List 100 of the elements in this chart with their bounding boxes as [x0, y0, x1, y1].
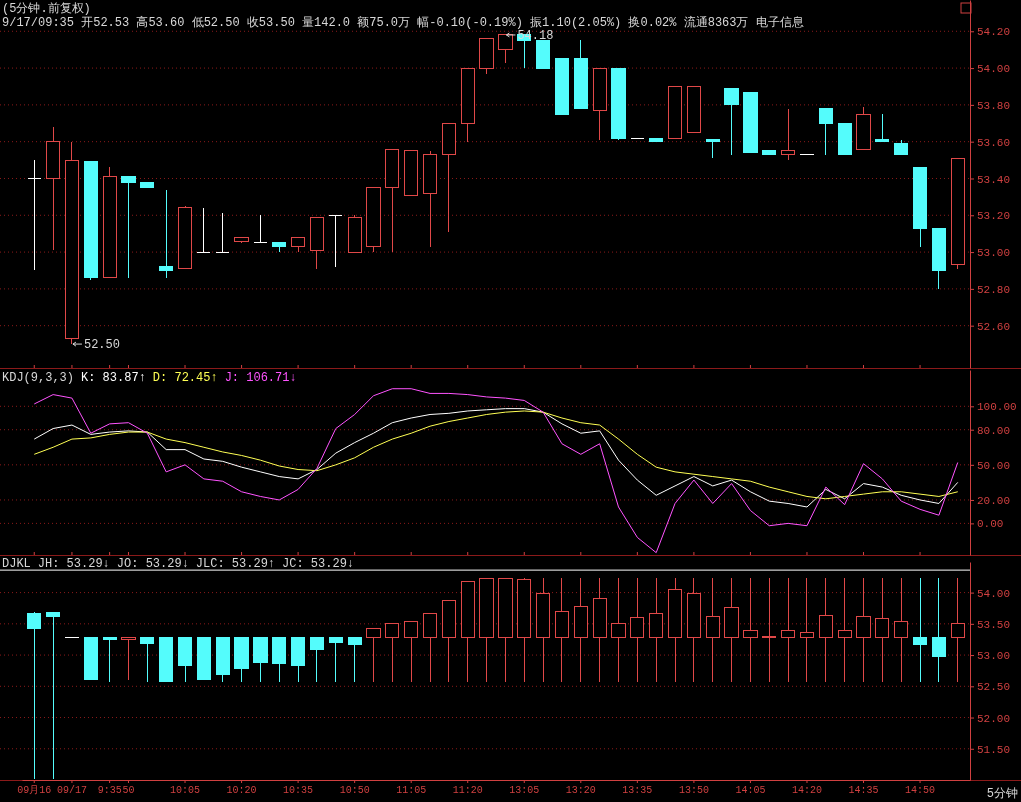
chart-title: (5分钟.前复权) — [2, 2, 91, 16]
candlestick — [347, 214, 362, 253]
candlestick — [818, 577, 833, 683]
candlestick — [837, 577, 852, 683]
candlestick — [705, 577, 720, 683]
y-tick-label: 53.60 — [977, 136, 1011, 149]
candlestick — [272, 242, 287, 253]
candlestick — [385, 623, 400, 683]
candlestick — [291, 637, 306, 683]
x-tick-label: 14:50 — [905, 785, 936, 797]
x-tick-label: 10:35 — [283, 785, 314, 797]
candlestick — [366, 187, 381, 253]
candlestick — [140, 181, 155, 189]
candlestick — [366, 627, 381, 683]
candlestick — [950, 577, 965, 683]
x-tick-label: 14:20 — [791, 785, 822, 797]
x-tick-label: 13:35 — [622, 785, 653, 797]
candlestick — [743, 577, 758, 683]
annotation: JC: 53.29↓ — [282, 557, 355, 571]
y-tick-label: 54.20 — [977, 26, 1011, 39]
candlestick — [875, 577, 890, 683]
x-tick-label: 09/17 — [56, 785, 87, 797]
candlestick — [724, 577, 739, 683]
candlestick — [46, 612, 61, 780]
x-tick-label: 11:20 — [452, 785, 483, 797]
candlestick — [799, 577, 815, 683]
chart-title: KDJ(9,3,3) — [2, 371, 75, 385]
candlestick — [102, 166, 117, 279]
candlestick — [912, 166, 928, 248]
candlestick — [460, 67, 475, 143]
candlestick — [554, 577, 570, 683]
candlestick — [309, 216, 325, 270]
candlestick — [818, 108, 833, 156]
candlestick — [27, 159, 42, 271]
x-tick-label: 13:05 — [509, 785, 540, 797]
text: D: 72.45↑ — [152, 371, 218, 385]
y-tick-label: 51.50 — [977, 743, 1011, 756]
candlestick — [159, 189, 174, 279]
candlestick — [159, 637, 174, 682]
x-tick-label: 13:50 — [678, 785, 709, 797]
annotation: JO: 53.29↓ — [116, 557, 189, 571]
x-tick-label: 14:05 — [735, 785, 766, 797]
candlestick — [762, 577, 777, 683]
candlestick — [912, 577, 928, 683]
text: J: 106.71↓ — [224, 371, 297, 385]
candlestick — [837, 122, 852, 156]
candlestick — [309, 637, 325, 683]
candlestick — [422, 612, 438, 683]
candlestick — [781, 108, 796, 161]
annotation: JLC: 53.29↑ — [195, 557, 276, 571]
y-tick-label: 53.40 — [977, 173, 1011, 186]
candlestick — [460, 580, 475, 683]
y-tick-label: 20.00 — [977, 494, 1011, 507]
y-tick-label: 53.50 — [977, 618, 1011, 631]
candlestick — [385, 148, 400, 253]
candlestick — [140, 637, 155, 683]
candlestick — [724, 87, 739, 156]
candlestick — [573, 39, 588, 110]
y-tick-label: 52.60 — [977, 320, 1011, 333]
y-tick-label: 52.50 — [977, 681, 1011, 694]
candlestick — [931, 577, 946, 683]
candlestick — [83, 161, 98, 281]
y-tick-label: 0.00 — [977, 518, 1004, 531]
y-tick-label: 54.00 — [977, 587, 1011, 600]
candlestick — [536, 39, 551, 69]
candlestick — [441, 600, 456, 683]
candlestick — [121, 176, 136, 279]
candlestick — [328, 637, 343, 683]
candlestick — [686, 577, 701, 683]
candlestick — [27, 611, 42, 780]
candlestick — [422, 150, 438, 248]
candlestick — [686, 85, 701, 133]
candlestick — [215, 212, 230, 253]
candlestick — [234, 236, 249, 244]
candlestick — [253, 637, 268, 683]
candlestick — [667, 577, 683, 683]
candlestick — [177, 205, 193, 270]
y-tick-label: 53.00 — [977, 247, 1011, 260]
candlestick — [592, 577, 607, 683]
candlestick — [667, 85, 683, 139]
candlestick — [272, 637, 287, 683]
y-tick-label: 52.00 — [977, 712, 1011, 725]
candlestick — [573, 577, 588, 683]
candlestick — [950, 157, 965, 270]
x-tick-label: 9:35 — [97, 785, 122, 797]
candlestick — [498, 577, 513, 683]
x-tick-label: 10:05 — [170, 785, 201, 797]
candlestick — [46, 126, 61, 251]
candlestick — [931, 227, 946, 290]
y-tick-label: 50.00 — [977, 459, 1011, 472]
candlestick — [592, 67, 607, 141]
candlestick — [328, 214, 343, 268]
candlestick — [177, 637, 193, 683]
y-tick-label: 53.20 — [977, 210, 1011, 223]
candlestick — [121, 637, 136, 681]
candlestick — [649, 137, 664, 143]
candlestick — [234, 637, 249, 683]
candlestick — [649, 577, 664, 683]
candlestick — [196, 207, 211, 253]
annotation: JH: 53.29↓ — [37, 557, 110, 571]
